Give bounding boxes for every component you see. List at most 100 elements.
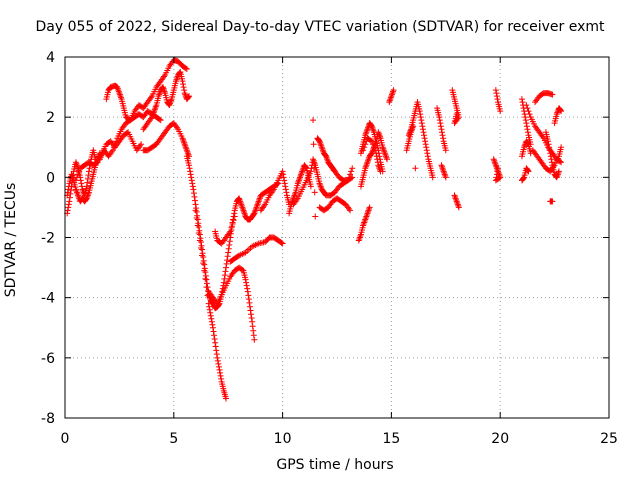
data-point-marker: [438, 126, 445, 133]
data-point-marker: [198, 239, 204, 246]
data-point-marker: [109, 147, 116, 154]
data-point-marker: [250, 327, 257, 334]
data-point-marker: [558, 159, 565, 166]
data-point-marker: [65, 201, 72, 208]
data-point-marker: [384, 156, 391, 163]
data-point-marker: [410, 123, 417, 130]
data-point-marker: [377, 168, 384, 175]
data-point-marker: [76, 168, 83, 175]
data-point-marker: [198, 245, 204, 252]
data-point-marker: [243, 282, 250, 289]
data-point-marker: [202, 269, 209, 276]
x-tick-label: 0: [61, 431, 70, 447]
data-point-marker: [546, 144, 553, 151]
data-point-marker: [189, 183, 196, 190]
data-point-marker: [442, 147, 449, 154]
data-point-marker: [526, 111, 533, 118]
data-point-marker: [557, 107, 564, 114]
data-point-marker: [224, 253, 231, 260]
data-point-marker: [206, 306, 213, 313]
data-point-marker: [248, 314, 255, 321]
data-point-marker: [64, 189, 71, 196]
data-point-marker: [215, 363, 222, 370]
data-point-marker: [231, 213, 238, 220]
data-point-marker: [438, 129, 445, 136]
data-point-marker: [494, 96, 501, 103]
data-point-marker: [545, 141, 552, 148]
data-point-marker: [217, 369, 224, 376]
data-point-marker: [493, 174, 500, 181]
data-point-marker: [208, 315, 215, 322]
data-point-marker: [548, 156, 555, 163]
data-point-marker: [226, 242, 233, 249]
data-point-marker: [281, 180, 288, 187]
data-point-marker: [207, 309, 214, 316]
data-point-marker: [249, 323, 256, 330]
data-point-marker: [192, 207, 199, 214]
data-point-marker: [418, 120, 425, 127]
data-point-marker: [417, 114, 424, 121]
data-point-marker: [520, 175, 527, 182]
data-point-marker: [196, 237, 203, 244]
data-point-marker: [524, 126, 531, 133]
data-point-marker: [246, 299, 253, 306]
data-point-marker: [84, 179, 91, 186]
data-point-marker: [423, 147, 430, 154]
data-point-marker: [416, 108, 423, 115]
data-point-marker: [557, 158, 564, 165]
data-point-marker: [193, 208, 200, 215]
data-point-marker: [422, 141, 429, 148]
data-point-marker: [211, 336, 218, 343]
data-point-marker: [280, 174, 287, 181]
data-point-marker: [195, 223, 202, 230]
data-point-marker: [86, 165, 93, 172]
data-point-marker: [420, 129, 427, 136]
data-point-marker: [523, 120, 530, 127]
data-point-marker: [218, 375, 225, 382]
data-point-marker: [545, 138, 552, 145]
data-point-marker: [493, 171, 500, 178]
data-point-marker: [366, 204, 373, 211]
data-point-marker: [189, 180, 196, 187]
data-point-marker: [348, 175, 355, 182]
data-point-marker: [518, 96, 525, 103]
x-tick-label: 20: [491, 431, 509, 447]
data-point-marker: [85, 172, 92, 179]
data-point-marker: [210, 328, 217, 335]
data-point-marker: [66, 198, 73, 205]
data-point-marker: [436, 114, 443, 121]
data-point-marker: [85, 168, 92, 175]
data-point-marker: [72, 177, 79, 184]
data-point-marker: [493, 90, 500, 97]
data-point-marker: [83, 183, 90, 190]
data-point-marker: [442, 174, 449, 181]
data-point-marker: [361, 144, 368, 151]
data-point-marker: [281, 177, 288, 184]
data-point-marker: [525, 108, 532, 115]
data-point-marker: [226, 238, 233, 245]
data-point-marker: [191, 193, 198, 200]
data-point-marker: [369, 141, 376, 148]
data-point-marker: [524, 140, 531, 147]
data-point-marker: [213, 351, 220, 358]
data-point-marker: [187, 171, 194, 178]
data-point-marker: [368, 138, 375, 145]
data-point-marker: [199, 246, 206, 253]
data-point-marker: [201, 267, 208, 274]
data-point-marker: [181, 87, 188, 94]
data-point-marker: [190, 190, 197, 197]
data-point-marker: [492, 177, 499, 184]
chart-title: Day 055 of 2022, Sidereal Day-to-day VTE…: [35, 19, 605, 35]
data-point-marker: [422, 138, 429, 145]
data-point-marker: [214, 357, 221, 364]
data-point-marker: [279, 240, 286, 247]
data-point-marker: [206, 303, 213, 310]
data-point-marker: [211, 332, 218, 339]
data-point-marker: [192, 197, 199, 204]
data-point-marker: [558, 144, 565, 151]
data-point-marker: [223, 264, 230, 271]
data-point-marker: [424, 153, 431, 160]
data-point-marker: [201, 261, 208, 268]
data-point-marker: [110, 144, 117, 151]
